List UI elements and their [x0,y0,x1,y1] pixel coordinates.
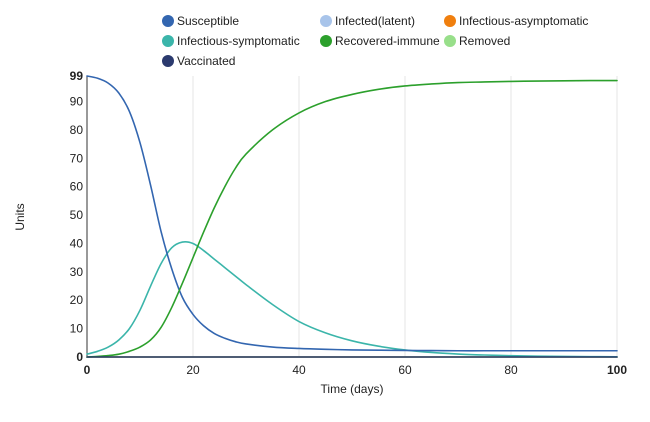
y-tick-label-2: 20 [70,293,84,307]
legend-swatch-infectious-symptomatic [162,35,174,47]
legend-item-removed[interactable]: Removed [444,34,510,48]
y-tick-label-5: 50 [70,208,84,222]
legend-swatch-infected-latent [320,15,332,27]
y-tick-label-1: 10 [70,322,84,336]
y-axis-title: Units [13,203,27,230]
y-tick-label-7: 70 [70,151,84,165]
x-tick-label-2: 40 [292,363,306,377]
legend-item-infectious-symptomatic[interactable]: Infectious-symptomatic [162,34,300,48]
x-tick-label-4: 80 [504,363,518,377]
x-tick-label-3: 60 [398,363,412,377]
legend-label-infected-latent: Infected(latent) [335,14,415,28]
series-lines [86,75,618,358]
legend-swatch-recovered-immune [320,35,332,47]
x-tick-label-5: 100 [607,363,627,377]
series-line-infectious-symptomatic [86,240,618,358]
y-tick-label-10: 99 [70,69,84,83]
x-tick-label-0: 0 [84,363,91,377]
y-tick-label-9: 90 [70,95,84,109]
legend-item-infected-latent[interactable]: Infected(latent) [320,14,415,28]
y-tick-label-6: 60 [70,180,84,194]
legend-item-infectious-asymptomatic[interactable]: Infectious-asymptomatic [444,14,588,28]
legend-label-infectious-symptomatic: Infectious-symptomatic [177,34,300,48]
legend-label-vaccinated: Vaccinated [177,54,235,68]
legend-swatch-removed [444,35,456,47]
legend-item-susceptible[interactable]: Susceptible [162,14,239,28]
x-axis-title: Time (days) [321,382,384,396]
y-tick-label-4: 40 [70,236,84,250]
series-line-susceptible [86,75,618,352]
tick-labels: 0 20 40 60 80 100 0 10 20 30 40 50 60 70 80 90 99 [70,69,628,377]
y-tick-label-3: 30 [70,265,84,279]
axes [86,76,617,358]
y-tick-label-0: 0 [76,350,83,364]
series-line-recovered-immune [86,79,618,358]
legend-swatch-infectious-asymptomatic [444,15,456,27]
legend-label-susceptible: Susceptible [177,14,239,28]
legend-item-recovered-immune[interactable]: Recovered-immune [320,34,440,48]
legend-swatch-susceptible [162,15,174,27]
legend-swatch-vaccinated [162,55,174,67]
legend-label-removed: Removed [459,34,510,48]
grid-lines [192,76,618,357]
x-tick-label-1: 20 [186,363,200,377]
legend-label-infectious-asymptomatic: Infectious-asymptomatic [459,14,588,28]
legend-item-vaccinated[interactable]: Vaccinated [162,54,235,68]
y-tick-label-8: 80 [70,123,84,137]
legend-label-recovered-immune: Recovered-immune [335,34,440,48]
legend: Susceptible Infected(latent) Infectious-as… [162,14,588,68]
